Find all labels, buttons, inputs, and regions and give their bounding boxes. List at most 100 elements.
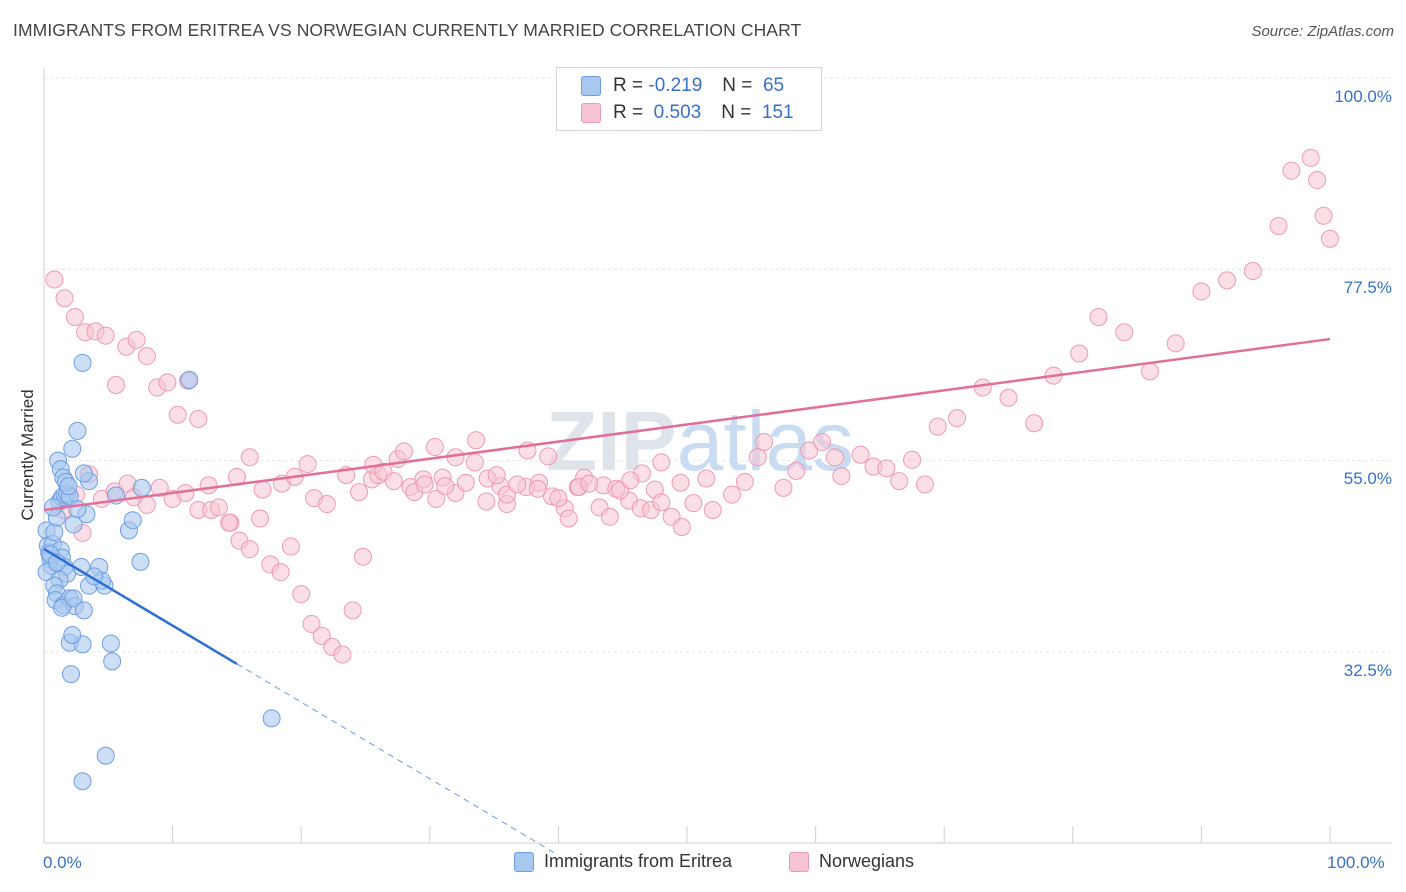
norwegians-point — [580, 474, 599, 493]
norwegians-point — [465, 453, 484, 472]
eritrea-legend-swatch — [514, 851, 534, 872]
norwegians-point — [928, 417, 947, 436]
norwegians-point — [877, 459, 896, 478]
norwegians-point — [350, 483, 369, 502]
eritrea-trend-extension — [236, 663, 559, 856]
norwegians-point — [539, 447, 558, 466]
eritrea-point — [63, 439, 82, 458]
r-label: R = — [613, 75, 644, 96]
eritrea-point — [59, 477, 78, 496]
norwegians-point — [1025, 414, 1044, 433]
norwegians-point — [137, 347, 156, 366]
norwegians-legend-swatch — [789, 851, 809, 872]
y-tick-label: 100.0% — [1334, 87, 1392, 106]
norwegians-point — [189, 409, 208, 428]
norwegians-point — [973, 378, 992, 397]
x-tick-label: 0.0% — [43, 853, 82, 872]
norwegians-points — [45, 148, 1339, 664]
y-tick-label: 32.5% — [1343, 661, 1392, 680]
norwegians-point — [1218, 271, 1237, 290]
norwegians-point — [333, 645, 352, 664]
norwegians-point — [1166, 334, 1185, 353]
norwegians-point — [317, 495, 336, 514]
legend-label-eritrea: Immigrants from Eritrea — [544, 851, 733, 871]
eritrea-points — [37, 353, 281, 791]
norwegians-point — [999, 388, 1018, 407]
norwegians-point — [755, 432, 774, 451]
norwegians-point — [209, 498, 228, 517]
norwegians-point — [487, 466, 506, 485]
legend-item-eritrea: Immigrants from Eritrea — [514, 851, 732, 872]
norwegians-point — [813, 432, 832, 451]
n-value-eritrea: 65 — [762, 75, 785, 96]
eritrea-point — [73, 772, 92, 791]
norwegians-point — [800, 441, 819, 460]
stats-row-eritrea: R = -0.219 N = 65 — [581, 74, 784, 98]
norwegians-point — [427, 489, 446, 508]
norwegians-point — [168, 405, 187, 424]
norwegians-point — [890, 472, 909, 491]
norwegians-point — [415, 475, 434, 494]
eritrea-point — [132, 478, 151, 497]
norwegians-point — [948, 409, 967, 428]
eritrea-point — [101, 634, 120, 653]
norwegians-point — [684, 494, 703, 513]
y-axis-label: Currently Married — [18, 389, 37, 521]
norwegians-point — [137, 495, 156, 514]
r-value-eritrea: -0.219 — [648, 75, 703, 96]
norwegians-point — [395, 442, 414, 461]
norwegians-point — [150, 478, 169, 497]
norwegians-point — [302, 614, 321, 633]
norwegians-point — [508, 475, 527, 494]
norwegians-point — [703, 500, 722, 519]
norwegians-point — [825, 448, 844, 467]
norwegians-point — [45, 270, 64, 289]
norwegians-trend-line — [43, 337, 1331, 512]
norwegians-point — [697, 469, 716, 488]
norwegians-point — [1192, 282, 1211, 301]
stats-legend: R = -0.219 N = 65 R = 0.503 N = 151 — [556, 67, 822, 131]
norwegians-point — [1243, 262, 1262, 281]
legend-item-norwegians: Norwegians — [789, 851, 914, 872]
n-label: N = — [721, 102, 752, 123]
norwegians-point — [292, 585, 311, 604]
r-value-norwegians: 0.503 — [653, 102, 702, 123]
norwegians-point — [1308, 171, 1327, 190]
norwegians-point — [353, 547, 372, 566]
eritrea-point — [123, 511, 142, 530]
chart-source: Source: ZipAtlas.com — [1251, 23, 1394, 40]
norwegians-point — [220, 513, 239, 532]
stats-row-norwegians: R = 0.503 N = 151 — [581, 101, 794, 125]
norwegians-point — [384, 472, 403, 491]
norwegians-point — [477, 492, 496, 511]
norwegians-point — [903, 450, 922, 469]
eritrea-point — [68, 500, 87, 519]
norwegians-point — [528, 479, 547, 498]
eritrea-point — [103, 652, 122, 671]
norwegians-point — [549, 489, 568, 508]
norwegians-point — [672, 517, 691, 536]
norwegians-point — [1115, 323, 1134, 342]
norwegians-point — [1140, 362, 1159, 381]
eritrea-point — [63, 625, 82, 644]
grid-lines — [44, 77, 1392, 653]
norwegians-point — [199, 476, 218, 495]
norwegians-point — [915, 475, 934, 494]
norwegians-point — [127, 330, 146, 349]
norwegians-point — [735, 472, 754, 491]
norwegians-point — [832, 466, 851, 485]
chart-title: IMMIGRANTS FROM ERITREA VS NORWEGIAN CUR… — [13, 20, 802, 40]
norwegians-point — [671, 473, 690, 492]
norwegians-point — [425, 438, 444, 457]
norwegians-point — [467, 431, 486, 450]
norwegians-point — [251, 509, 270, 528]
y-tick-label: 77.5% — [1343, 278, 1392, 297]
norwegians-point — [107, 375, 126, 394]
norwegians-point — [1269, 216, 1288, 235]
y-tick-label: 55.0% — [1343, 469, 1392, 488]
norwegians-point — [271, 563, 290, 582]
eritrea-point — [180, 370, 199, 389]
norwegians-point — [1301, 148, 1320, 167]
n-value-norwegians: 151 — [761, 102, 794, 123]
